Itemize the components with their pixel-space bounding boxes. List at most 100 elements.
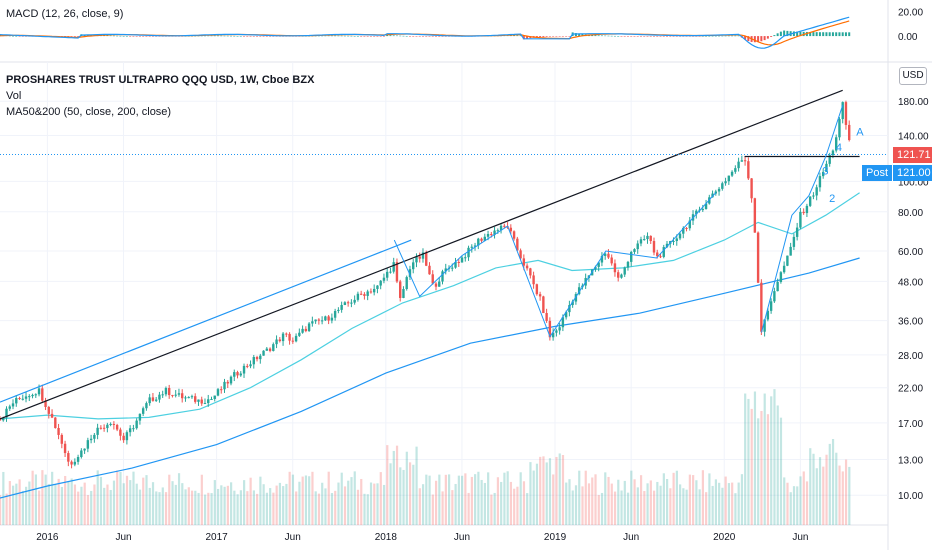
candle-body [841,102,844,120]
candle-body [828,155,831,164]
macd-histogram-bar [705,36,708,37]
volume-bar [701,470,704,525]
macd-histogram-bar [109,35,112,37]
volume-bar [841,471,844,525]
volume-bar [711,485,714,525]
macd-histogram-bar [809,32,812,37]
candle-body [603,253,607,256]
macd-histogram-bar [792,31,795,37]
macd-histogram-bar [558,36,561,37]
price-tick-label: 100.00 [898,177,929,188]
volume-bar [233,490,236,525]
candle-body [128,428,132,433]
price-tick-label: 17.00 [898,419,923,430]
volume-bar [822,466,825,525]
candle-body [620,274,623,278]
volume-bar [770,396,773,525]
macd-histogram-bar [18,36,21,37]
macd-histogram-bar [522,36,525,40]
volume-bar [282,486,285,525]
macd-histogram-bar [757,36,760,42]
macd-histogram-bar [708,35,711,37]
candle-body [24,396,28,399]
price-tick-label: 28.00 [898,351,923,362]
candle-body [812,195,815,197]
wave-annotation: A [856,126,864,138]
candle-body [151,397,155,401]
currency-badge[interactable]: USD [899,67,927,85]
macd-histogram-bar [324,35,327,37]
candle-body [304,328,308,332]
volume-indicator-label[interactable]: Vol [6,90,22,102]
volume-bar [493,492,496,525]
candle-body [542,296,545,314]
candle-body [86,440,90,449]
macd-histogram-bar [135,36,138,37]
candle-body [483,236,486,241]
macd-histogram-bar [825,32,828,37]
macd-histogram-bar [425,36,428,37]
candle-body [652,241,656,253]
candle-body [320,320,324,322]
volume-bar [190,490,194,525]
candle-body [220,389,223,391]
candle-body [717,188,721,192]
candle-body [236,372,239,376]
volume-bar [591,477,594,525]
ma-indicator-label[interactable]: MA50&200 (50, close, 200, close) [6,106,172,118]
volume-bar [496,477,500,525]
macd-histogram-bar [259,36,262,37]
candle-body [571,301,574,306]
volume-bar [236,494,239,525]
candle-body [415,256,418,263]
candle-body [382,277,386,281]
candle-body [737,161,740,169]
candle-body [444,268,447,272]
macd-title[interactable]: MACD (12, 26, close, 9) [6,8,124,20]
macd-histogram-bar [220,35,223,37]
volume-bar [763,393,766,525]
macd-histogram-bar [721,35,724,37]
volume-bar [613,491,617,525]
volume-bar [548,458,552,525]
candle-body [359,293,363,295]
volume-bar [288,471,291,525]
macd-histogram-bar [822,32,825,37]
candle-body [704,203,708,210]
volume-bar [41,470,44,525]
volume-bar [672,472,675,525]
ma50-path [0,192,860,420]
main-chart-title: PROSHARES TRUST ULTRAPRO QQQ USD, 1W, Cb… [6,74,315,86]
volume-bar [789,492,792,525]
price-tick-label: 36.00 [898,317,923,328]
candle-body [753,198,757,233]
volume-bar [695,480,698,525]
candle-body [616,272,620,278]
candle-body [330,317,334,321]
macd-histogram-bar [441,36,444,37]
candle-body [60,434,64,444]
macd-histogram-bar [652,36,655,37]
macd-histogram-bar [418,36,421,37]
volume-bar [809,448,812,525]
macd-histogram-bar [155,36,158,37]
candle-body [301,328,304,333]
macd-tick-label: 20.00 [898,8,923,19]
candle-body [460,257,464,263]
volume-bar [737,482,740,525]
volume-bar [200,474,203,525]
candle-body [724,181,727,184]
candle-body [246,365,249,367]
volume-bar [216,488,220,525]
candle-body [21,398,24,400]
candle-body [239,373,242,376]
candle-body [568,305,571,313]
macd-histogram-bar [555,36,558,37]
volume-bar [792,486,796,525]
macd-histogram-bar [216,35,219,37]
volume-bar [256,493,259,525]
candle-body [337,309,340,312]
macd-histogram-bar [412,36,415,37]
price-tick-label: 180.00 [898,97,929,108]
